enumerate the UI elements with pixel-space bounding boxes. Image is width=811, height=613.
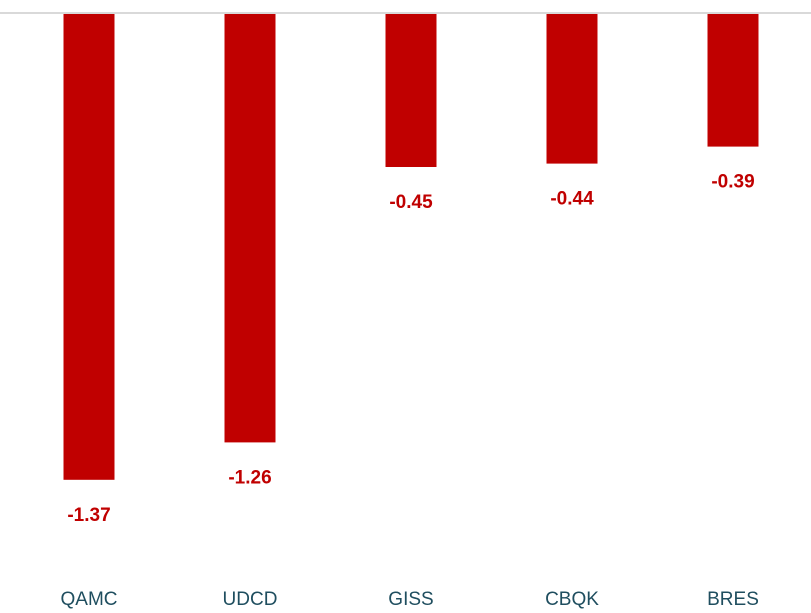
data-label: -1.37 (67, 505, 110, 526)
data-label: -0.44 (550, 189, 594, 210)
data-label: -1.26 (228, 467, 271, 488)
bar (63, 14, 115, 480)
bar (385, 14, 437, 167)
bar (546, 14, 598, 164)
bar (707, 14, 759, 147)
data-label: -0.39 (711, 172, 754, 193)
bar (224, 14, 276, 443)
data-label: -0.45 (389, 192, 433, 213)
x-tick-label: QAMC (61, 589, 118, 610)
x-tick-label: CBQK (545, 589, 599, 610)
x-tick-label: GISS (388, 589, 433, 610)
x-tick-label: UDCD (223, 589, 278, 610)
x-tick-label: BRES (707, 589, 759, 610)
